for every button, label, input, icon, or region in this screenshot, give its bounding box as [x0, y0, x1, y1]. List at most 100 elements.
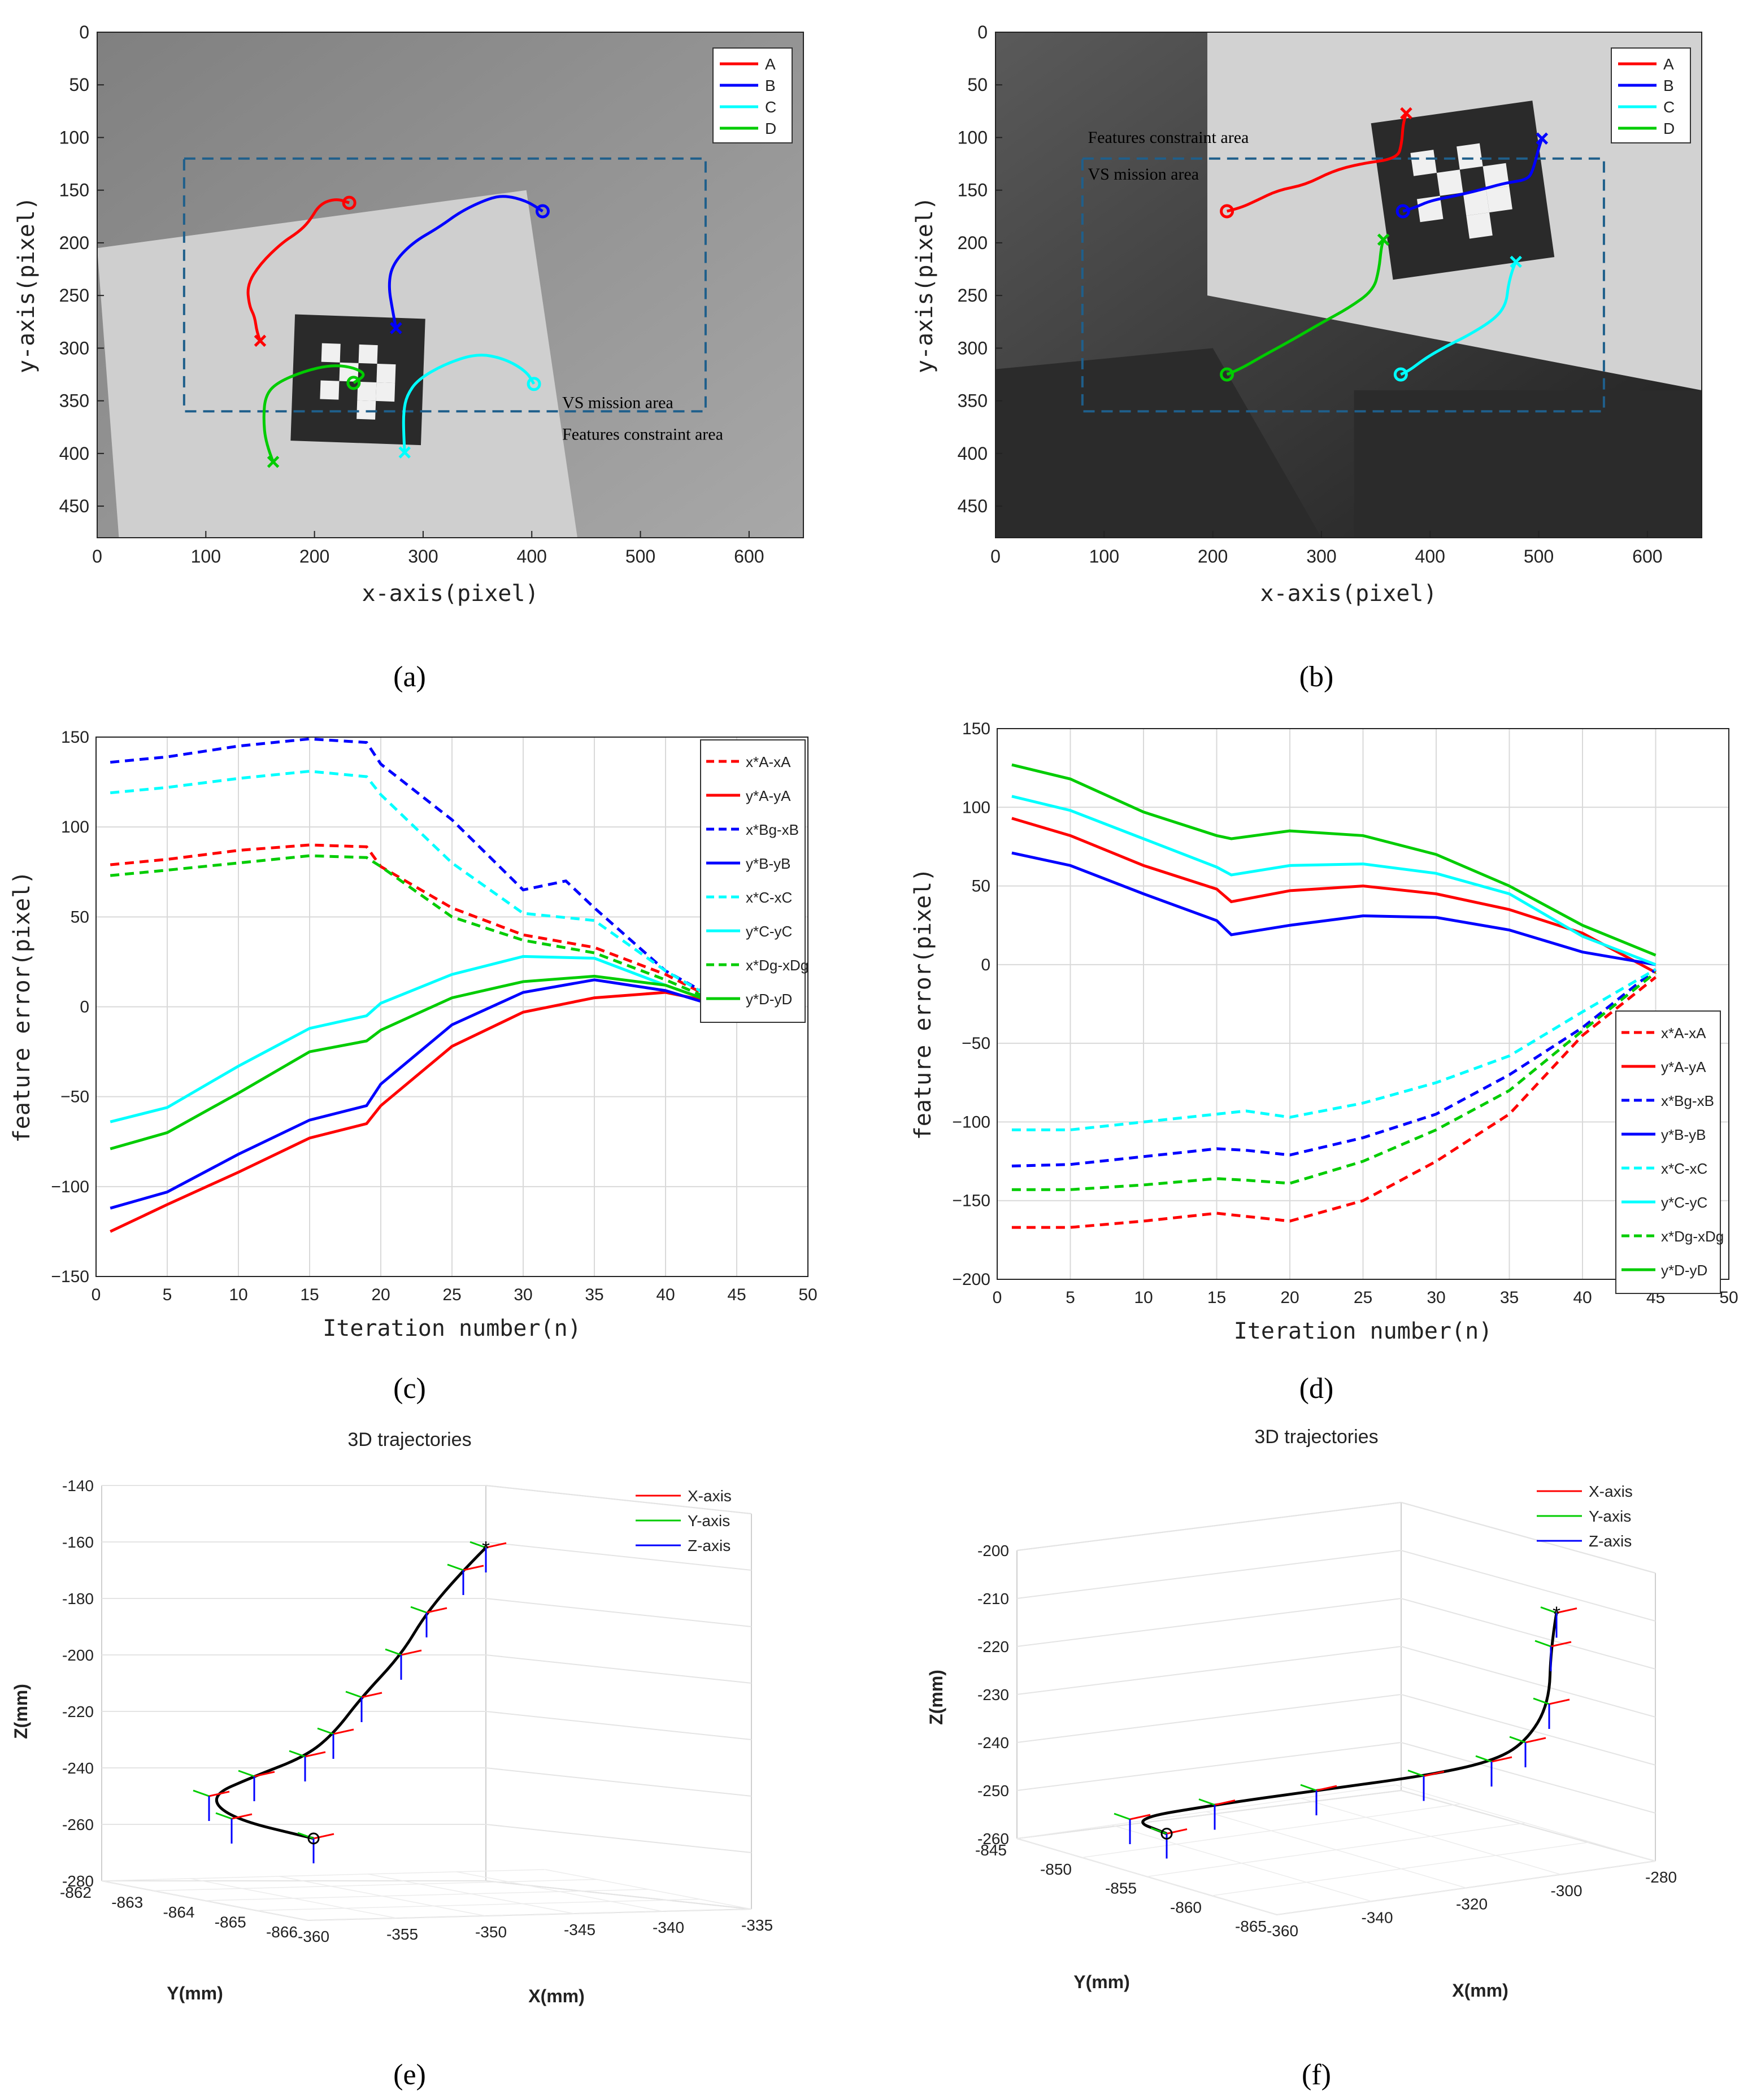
- z-tick-label: -240: [62, 1759, 94, 1777]
- y-tick-label: 150: [962, 720, 990, 738]
- annotation-text: VS mission area: [562, 394, 673, 412]
- end-marker-C: [398, 446, 411, 459]
- legend-label: y*D-yD: [746, 991, 792, 1008]
- y-tick-label: −100: [51, 1178, 89, 1196]
- annotation-text: VS mission area: [1088, 165, 1199, 184]
- panel-c: 0 5 10 15 20 25 30 35 40 45 50 −150 −100 −50 0 50 100 150…: [9, 728, 818, 1341]
- y-tick-label: −50: [962, 1034, 990, 1053]
- x-axis-label: X(mm): [528, 1986, 585, 2006]
- floor-grid-line: [190, 1878, 397, 1919]
- y-tick-label: −200: [952, 1270, 990, 1289]
- z-grid-line: [1016, 1741, 1656, 1814]
- z-grid-line: [1016, 1501, 1656, 1574]
- y-tick-label: -855: [1105, 1880, 1137, 1897]
- z-grid-line: [1016, 1645, 1656, 1718]
- fiducial-marker: [1371, 101, 1555, 280]
- trajectory-A: [246, 198, 350, 342]
- x-tick-label: 20: [371, 1286, 390, 1304]
- z-tick-label: -220: [62, 1703, 94, 1720]
- y-tick-label: 150: [958, 180, 988, 201]
- x-tick-label: 600: [734, 546, 764, 567]
- y-axis-label: Y(mm): [1073, 1972, 1130, 1992]
- legend-label: Z-axis: [688, 1537, 731, 1554]
- x-axis-label: Iteration number(n): [323, 1315, 581, 1341]
- axes-frame: [97, 32, 804, 538]
- legend-label: y*C-yC: [1661, 1194, 1707, 1211]
- x-tick-label: -350: [475, 1923, 507, 1941]
- start-marker-D: [346, 376, 361, 390]
- pose-frame: [1150, 1827, 1188, 1859]
- start-marker-C: [527, 377, 541, 391]
- pose-frame: [297, 1832, 334, 1863]
- y-tick-label: -845: [975, 1841, 1007, 1859]
- x-tick-label: 5: [163, 1286, 172, 1304]
- legend-label: Z-axis: [1589, 1532, 1632, 1550]
- floor-grid-line: [367, 1874, 575, 1914]
- series-line-2: [110, 737, 738, 1012]
- legend-label: x*A-xA: [1661, 1025, 1706, 1042]
- x-tick-label: 400: [1415, 546, 1445, 567]
- y-tick-label: 250: [59, 285, 89, 306]
- start-marker-A: [342, 195, 357, 210]
- x-tick-label: 500: [1524, 546, 1554, 567]
- series-line-4: [110, 769, 738, 1014]
- y-tick-label: -865: [215, 1914, 246, 1931]
- panel-label-e: (e): [393, 2059, 426, 2091]
- z-grid-line: [1016, 1789, 1656, 1862]
- x-tick-label: -280: [1645, 1868, 1677, 1886]
- pose-frame: [469, 1541, 507, 1572]
- z-tick-label: -260: [977, 1830, 1009, 1848]
- x-tick-label: 0: [990, 546, 1001, 567]
- pose-frame: [1407, 1770, 1445, 1801]
- x-tick-label: -300: [1550, 1882, 1582, 1899]
- legend-label: y*B-yB: [1661, 1126, 1706, 1143]
- z-grid-line: [1016, 1597, 1656, 1670]
- floor-grid-line: [1111, 1824, 1372, 1902]
- floor-grid-line: [1016, 1838, 1277, 1915]
- z-grid-line: [102, 1598, 752, 1627]
- x-tick-label: 30: [514, 1286, 532, 1304]
- x-tick-label: 400: [517, 546, 547, 567]
- end-marker-D: [267, 455, 280, 468]
- y-tick-label: 50: [69, 75, 89, 95]
- background-object: [1354, 390, 1702, 538]
- floor-grid-line: [1395, 1784, 1656, 1862]
- pose-frame: [1540, 1606, 1577, 1638]
- y-tick-label: -863: [111, 1894, 143, 1911]
- background-object: [995, 348, 1321, 538]
- legend-label-C: C: [1663, 98, 1675, 116]
- series-line-1: [110, 991, 737, 1233]
- floor-grid-line: [456, 1871, 663, 1912]
- legend-label: x*Dg-xDg: [746, 957, 808, 974]
- z-tick-label: -260: [62, 1816, 94, 1833]
- floor-grid-line: [1016, 1784, 1395, 1839]
- y-tick-label: −50: [60, 1088, 89, 1106]
- z-grid-line: [102, 1767, 752, 1797]
- x-tick-label: 100: [1089, 546, 1119, 567]
- z-grid-line: [1016, 1693, 1656, 1766]
- x-tick-label: 100: [191, 546, 221, 567]
- x-tick-label: -320: [1456, 1896, 1488, 1913]
- x-tick-label: 50: [1719, 1288, 1738, 1307]
- x-tick-label: 45: [727, 1286, 746, 1304]
- pose-frame: [1198, 1798, 1236, 1830]
- legend-label: X-axis: [688, 1487, 732, 1505]
- start-marker-B: [1395, 204, 1410, 219]
- floor-grid-line: [307, 1909, 751, 1921]
- end-marker-A: [254, 334, 267, 347]
- legend-label-D: D: [765, 120, 776, 137]
- legend-label: y*D-yD: [1661, 1262, 1707, 1279]
- y-tick-label: −100: [952, 1113, 990, 1131]
- series-line-2: [1011, 968, 1657, 1167]
- y-tick-label: 350: [59, 391, 89, 411]
- y-axis-label: feature error(pixel): [910, 868, 936, 1140]
- y-tick-label: -860: [1170, 1898, 1202, 1916]
- z-grid-line: [102, 1541, 752, 1571]
- trajectory-D: [1226, 239, 1385, 376]
- x-tick-label: 300: [1306, 546, 1336, 567]
- x-tick-label: 600: [1632, 546, 1662, 567]
- x-tick-label: 500: [625, 546, 655, 567]
- x-axis-label: X(mm): [1452, 1980, 1508, 2001]
- z-tick-label: -140: [62, 1477, 94, 1495]
